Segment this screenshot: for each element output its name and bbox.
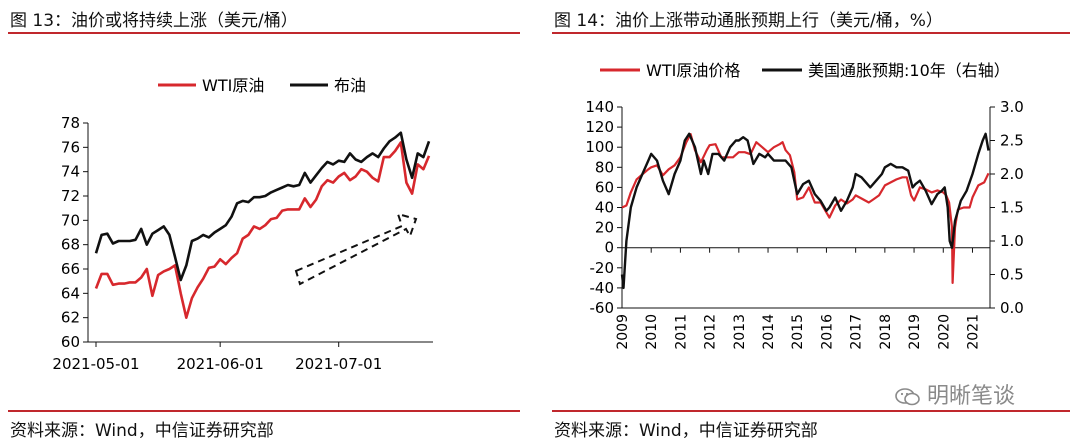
x-tick-label: 2021-06-01 — [177, 355, 264, 373]
x-tick-label: 2011 — [673, 314, 689, 350]
right-chart-panel: 图 14：油价上涨带动通胀预期上行（美元/桶，%） -60 -40 -20 0 20 40… — [548, 0, 1080, 446]
wti-line — [94, 141, 431, 320]
x-tick-label: 2012 — [703, 314, 719, 350]
y-tick-label: 20 — [595, 219, 614, 237]
x-tick-label: 2021 — [966, 314, 982, 350]
dashed-upward-arrow — [294, 212, 418, 286]
x-tick-label: 2016 — [819, 314, 835, 350]
y-tick-label: 76 — [61, 138, 80, 156]
y-tick-label: 66 — [61, 260, 80, 278]
y-tick-label: 62 — [61, 309, 80, 327]
oil-price-chart: 60 62 64 66 68 70 72 74 76 78 2021-05-01 2021-06-01… — [52, 76, 433, 373]
y-tick-label: -60 — [590, 299, 615, 317]
y-tick-label: 60 — [595, 178, 614, 196]
y-tick-label: 70 — [61, 211, 80, 229]
y-tick-label: 120 — [585, 118, 614, 136]
right-title-rule — [552, 32, 1070, 34]
left-source-note: 资料来源：Wind，中信证券研究部 — [10, 421, 274, 441]
y2-tick-label: 1.0 — [1000, 232, 1024, 250]
left-source-rule — [8, 410, 520, 412]
y2-tick-label: 2.5 — [1000, 132, 1024, 150]
x-tick-label: 2017 — [849, 314, 865, 350]
y-tick-label: 72 — [61, 187, 80, 205]
y-tick-label: 140 — [585, 98, 614, 116]
right-chart-title: 图 14：油价上涨带动通胀预期上行（美元/桶，%） — [554, 11, 943, 31]
legend-label: WTI原油价格 — [646, 61, 740, 80]
y-tick-label: -40 — [590, 279, 615, 297]
wti-price-line — [621, 133, 990, 284]
wechat-icon — [895, 388, 920, 406]
x-tick-label: 2019 — [907, 314, 923, 350]
x-tick-label: 2021-07-01 — [295, 355, 382, 373]
y2-tick-label: 2.0 — [1000, 165, 1024, 183]
legend-label: 美国通胀预期:10年（右轴） — [808, 61, 1010, 80]
oil-inflation-chart: -60 -40 -20 0 20 40 60 80 100 120 140 0.0 0.5 1.0 1.5 2… — [585, 61, 1024, 350]
y2-tick-label: 0.0 — [1000, 299, 1024, 317]
legend-label: 布油 — [334, 76, 366, 95]
watermark: 明晰笔谈 — [895, 378, 1015, 410]
x-tick-label: 2018 — [878, 314, 894, 350]
x-tick-label: 2021-05-01 — [52, 355, 139, 373]
legend-label: WTI原油 — [202, 76, 264, 95]
x-tick-label: 2015 — [790, 314, 806, 350]
right-source-note: 资料来源：Wind，中信证券研究部 — [554, 421, 818, 441]
x-tick-label: 2020 — [936, 314, 952, 350]
y2-tick-label: 0.5 — [1000, 266, 1024, 284]
x-tick-label: 2014 — [761, 314, 777, 350]
y-tick-label: 64 — [61, 284, 80, 302]
left-chart-title: 图 13：油价或将持续上涨（美元/桶） — [10, 11, 298, 31]
y2-tick-label: 3.0 — [1000, 98, 1024, 116]
y-tick-label: 0 — [604, 239, 614, 257]
y2-tick-label: 1.5 — [1000, 199, 1024, 217]
left-title-rule — [8, 32, 520, 34]
watermark-text: 明晰笔谈 — [927, 384, 1016, 409]
x-tick-label: 2010 — [644, 314, 660, 350]
y-tick-label: 100 — [585, 138, 614, 156]
arrow-outline — [294, 212, 418, 286]
left-chart-panel: 图 13：油价或将持续上涨（美元/桶） 60 62 64 66 68 70 72 74 76 78… — [0, 0, 525, 446]
x-tick-label: 2009 — [615, 314, 631, 350]
y-tick-label: -20 — [590, 259, 615, 277]
brent-line — [94, 131, 431, 282]
y-tick-label: 78 — [61, 114, 80, 132]
y-tick-label: 80 — [595, 158, 614, 176]
y-tick-label: 68 — [61, 236, 80, 254]
inflation-expectation-line — [620, 132, 990, 290]
y-tick-label: 60 — [61, 333, 80, 351]
x-tick-label: 2013 — [732, 314, 748, 350]
right-source-rule — [552, 410, 1070, 412]
y-tick-label: 74 — [61, 163, 80, 181]
y-tick-label: 40 — [595, 199, 614, 217]
